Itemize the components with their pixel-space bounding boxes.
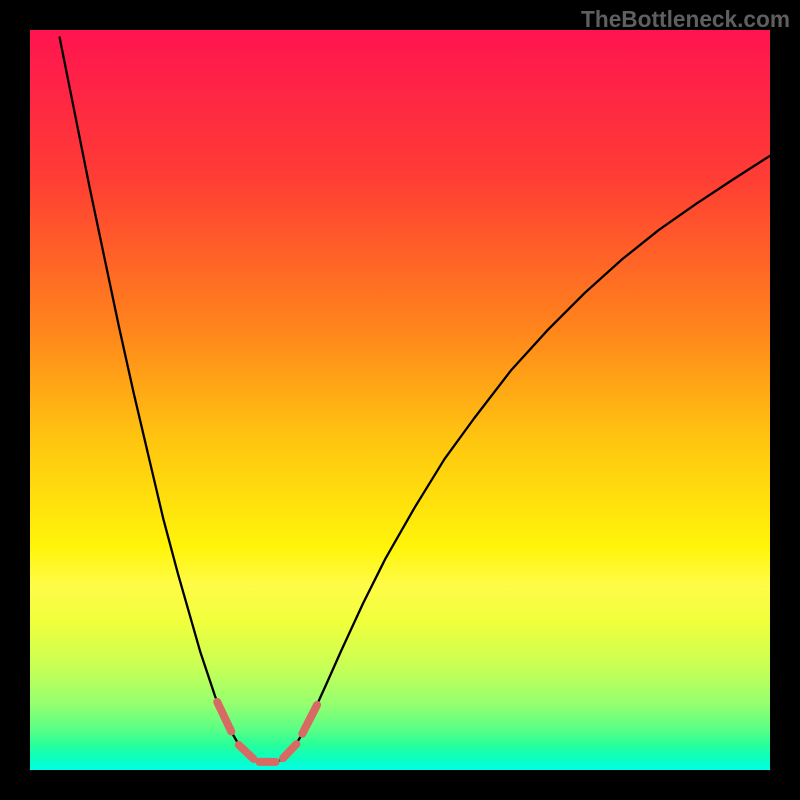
stage: TheBottleneck.com bbox=[0, 0, 800, 800]
gradient-fill bbox=[30, 30, 770, 770]
watermark-text: TheBottleneck.com bbox=[581, 6, 790, 33]
chart-svg bbox=[30, 30, 770, 770]
bottleneck-chart bbox=[30, 30, 770, 770]
